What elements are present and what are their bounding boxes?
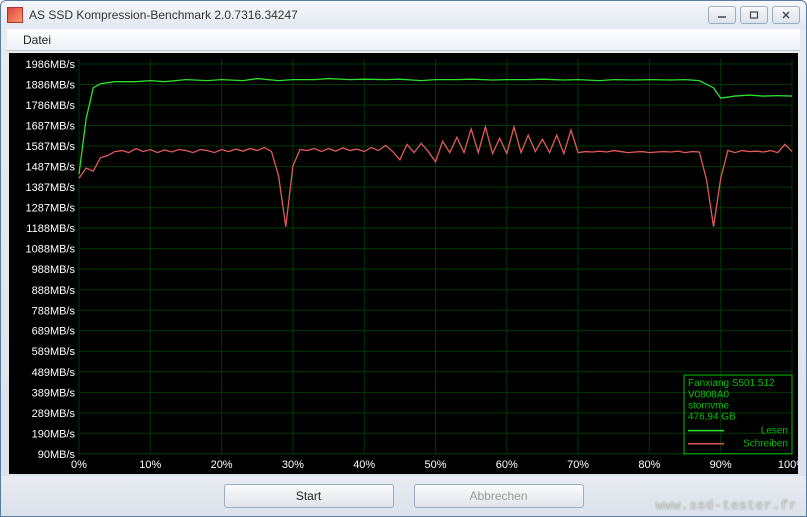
chart-area: 90MB/s 190MB/s 289MB/s 389MB/s 489MB/s 589MB/… [9,53,798,474]
svg-text:Lesen: Lesen [761,426,788,437]
svg-text:389MB/s: 389MB/s [32,387,76,399]
svg-text:1287MB/s: 1287MB/s [25,203,75,215]
svg-text:100%: 100% [778,459,798,471]
svg-text:Schreiben: Schreiben [743,439,788,450]
svg-text:90%: 90% [710,459,732,471]
maximize-icon [749,11,759,19]
abort-button[interactable]: Abbrechen [414,484,584,508]
window-title: AS SSD Kompression-Benchmark 2.0.7316.34… [29,8,708,22]
minimize-icon [717,11,727,19]
svg-text:1188MB/s: 1188MB/s [26,223,75,235]
svg-text:80%: 80% [638,459,660,471]
svg-text:V0808A0: V0808A0 [688,389,729,400]
svg-text:1986MB/s: 1986MB/s [25,59,75,71]
start-button[interactable]: Start [224,484,394,508]
svg-text:60%: 60% [496,459,518,471]
minimize-button[interactable] [708,6,736,24]
maximize-button[interactable] [740,6,768,24]
svg-text:30%: 30% [282,459,304,471]
svg-text:1587MB/s: 1587MB/s [25,141,75,153]
close-button[interactable] [772,6,800,24]
window-controls [708,6,800,24]
svg-text:20%: 20% [211,459,233,471]
svg-text:489MB/s: 489MB/s [32,367,76,379]
svg-text:988MB/s: 988MB/s [32,264,76,276]
svg-text:0%: 0% [71,459,87,471]
menubar: Datei [7,29,800,51]
app-icon [7,7,23,23]
svg-text:476,94 GB: 476,94 GB [688,411,736,422]
svg-text:70%: 70% [567,459,589,471]
svg-text:190MB/s: 190MB/s [32,428,76,440]
button-row: Start Abbrechen [1,476,806,516]
svg-text:40%: 40% [353,459,375,471]
svg-text:stornvme: stornvme [688,400,729,411]
svg-text:1786MB/s: 1786MB/s [25,100,75,112]
svg-text:289MB/s: 289MB/s [32,408,76,420]
menu-datei[interactable]: Datei [15,31,59,49]
svg-text:589MB/s: 589MB/s [32,346,76,358]
close-icon [781,11,791,19]
svg-text:1687MB/s: 1687MB/s [25,120,75,132]
titlebar: AS SSD Kompression-Benchmark 2.0.7316.34… [1,1,806,29]
app-window: AS SSD Kompression-Benchmark 2.0.7316.34… [0,0,807,517]
svg-text:90MB/s: 90MB/s [38,449,76,461]
svg-text:788MB/s: 788MB/s [32,305,76,317]
svg-text:888MB/s: 888MB/s [32,285,76,297]
benchmark-chart: 90MB/s 190MB/s 289MB/s 389MB/s 489MB/s 589MB/… [9,53,798,474]
svg-text:50%: 50% [424,459,446,471]
svg-text:10%: 10% [139,459,161,471]
svg-text:689MB/s: 689MB/s [32,326,76,338]
svg-text:1487MB/s: 1487MB/s [25,162,75,174]
svg-text:Fanxiang S501 512: Fanxiang S501 512 [688,378,775,389]
svg-text:1886MB/s: 1886MB/s [25,80,75,92]
svg-text:1387MB/s: 1387MB/s [25,182,75,194]
svg-text:1088MB/s: 1088MB/s [25,244,75,256]
